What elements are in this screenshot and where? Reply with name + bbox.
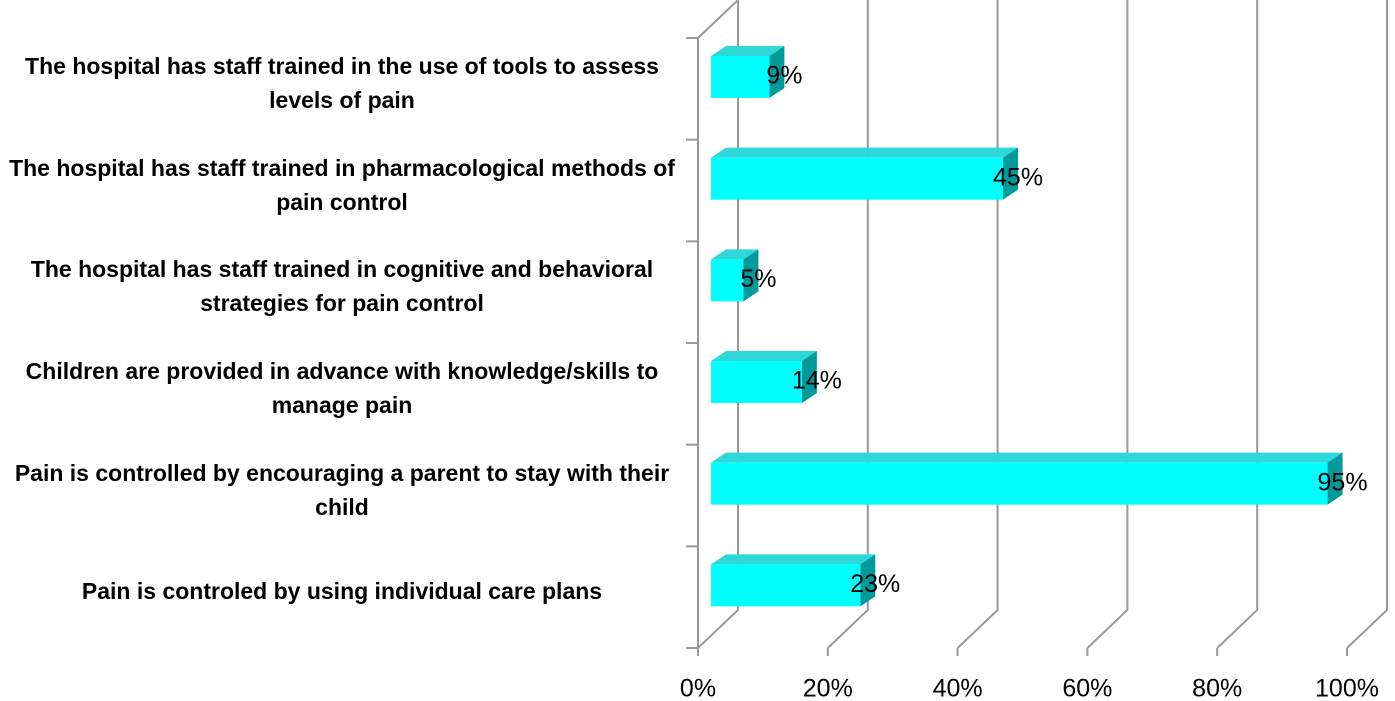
value-label: 14%	[792, 367, 842, 395]
x-tick-label: 100%	[1315, 675, 1379, 701]
value-label: 9%	[766, 62, 802, 90]
bar-top	[711, 46, 785, 56]
bar	[711, 157, 1004, 200]
bar	[711, 259, 744, 302]
bar-side	[860, 554, 876, 607]
y-tick-label: The hospital has staff trained in the us…	[25, 52, 659, 113]
bar-side	[769, 46, 785, 98]
bar-top	[711, 351, 817, 361]
x-tick-label: 80%	[1192, 675, 1242, 701]
bar-top	[711, 554, 876, 565]
grid-line	[697, 0, 739, 649]
y-tick-label: Children are provided in advance with kn…	[25, 357, 659, 418]
value-label: 23%	[850, 570, 900, 598]
axis-line	[697, 0, 739, 39]
x-tick-label: 60%	[1062, 675, 1112, 701]
bar-side	[1327, 452, 1343, 505]
x-tick-label: 20%	[803, 675, 853, 701]
bar-top	[711, 249, 759, 260]
value-label: 5%	[740, 265, 776, 293]
x-tick-label: 0%	[680, 675, 716, 701]
y-tick-label: Pain is controled by using individual ca…	[81, 578, 603, 605]
y-tick-label: The hospital has staff trained in pharma…	[9, 154, 675, 215]
grid-line	[827, 0, 869, 649]
grid-line	[1086, 0, 1129, 649]
y-tick-label: The hospital has staff trained in cognit…	[30, 256, 654, 317]
grid-line	[1346, 0, 1388, 649]
grid-line	[1216, 0, 1259, 649]
bar-side	[1003, 147, 1019, 200]
bar-side	[801, 351, 817, 403]
bar-top	[711, 452, 1343, 463]
bar-side	[743, 249, 759, 302]
grid-line	[956, 0, 999, 649]
value-label: 45%	[993, 163, 1043, 191]
bar	[711, 361, 802, 403]
y-tick-label: Pain is controlled by encouraging a pare…	[14, 459, 670, 520]
bar	[711, 462, 1328, 505]
bar	[711, 564, 861, 607]
bar-top	[711, 147, 1019, 158]
value-label: 95%	[1318, 468, 1368, 496]
x-tick-label: 40%	[933, 675, 983, 701]
bar	[711, 56, 770, 98]
